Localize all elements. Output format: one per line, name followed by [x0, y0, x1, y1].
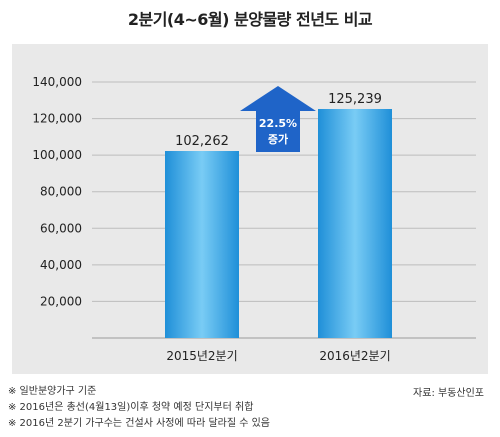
bar-value-label: 125,239 [328, 92, 382, 107]
y-tick-label: 80,000 [40, 185, 82, 199]
y-tick-label: 60,000 [40, 221, 82, 235]
footnote-2: ※ 2016년은 총선(4월13일)이후 청약 예정 단지부터 취합 [8, 402, 254, 413]
footnote-1: ※ 일반분양가구 기준 [8, 386, 97, 397]
x-tick-label: 2016년2분기 [319, 349, 390, 363]
y-tick-label: 120,000 [32, 112, 82, 126]
y-tick-label: 140,000 [32, 75, 82, 89]
y-tick-label: 100,000 [32, 148, 82, 162]
up-arrow-icon [240, 86, 316, 152]
bar [318, 108, 392, 338]
chart-panel [12, 44, 488, 374]
chart-title: 2분기(4~6월) 분양물량 전년도 비교 [127, 10, 373, 29]
bar [165, 151, 239, 338]
footnote-3: ※ 2016년 2분기 가구수는 건설사 사정에 따라 달라질 수 있음 [8, 418, 270, 429]
x-tick-labels: 2015년2분기 2016년2분기 [166, 349, 390, 363]
growth-annotation: 22.5% 증가 [240, 86, 316, 152]
y-tick-label: 20,000 [40, 294, 82, 308]
y-tick-label: 40,000 [40, 258, 82, 272]
footnotes: ※ 일반분양가구 기준 ※ 2016년은 총선(4월13일)이후 청약 예정 단… [8, 384, 270, 432]
growth-label: 증가 [268, 132, 288, 146]
growth-percent: 22.5% [259, 117, 297, 130]
x-tick-label: 2015년2분기 [166, 349, 237, 363]
bar-value-label: 102,262 [175, 134, 229, 149]
bars: 102,262 125,239 [165, 92, 392, 338]
y-tick-labels: 20,000 40,000 60,000 80,000 100,000 120,000 14… [32, 75, 82, 308]
source-note: 자료: 부동산인포 [413, 388, 484, 399]
